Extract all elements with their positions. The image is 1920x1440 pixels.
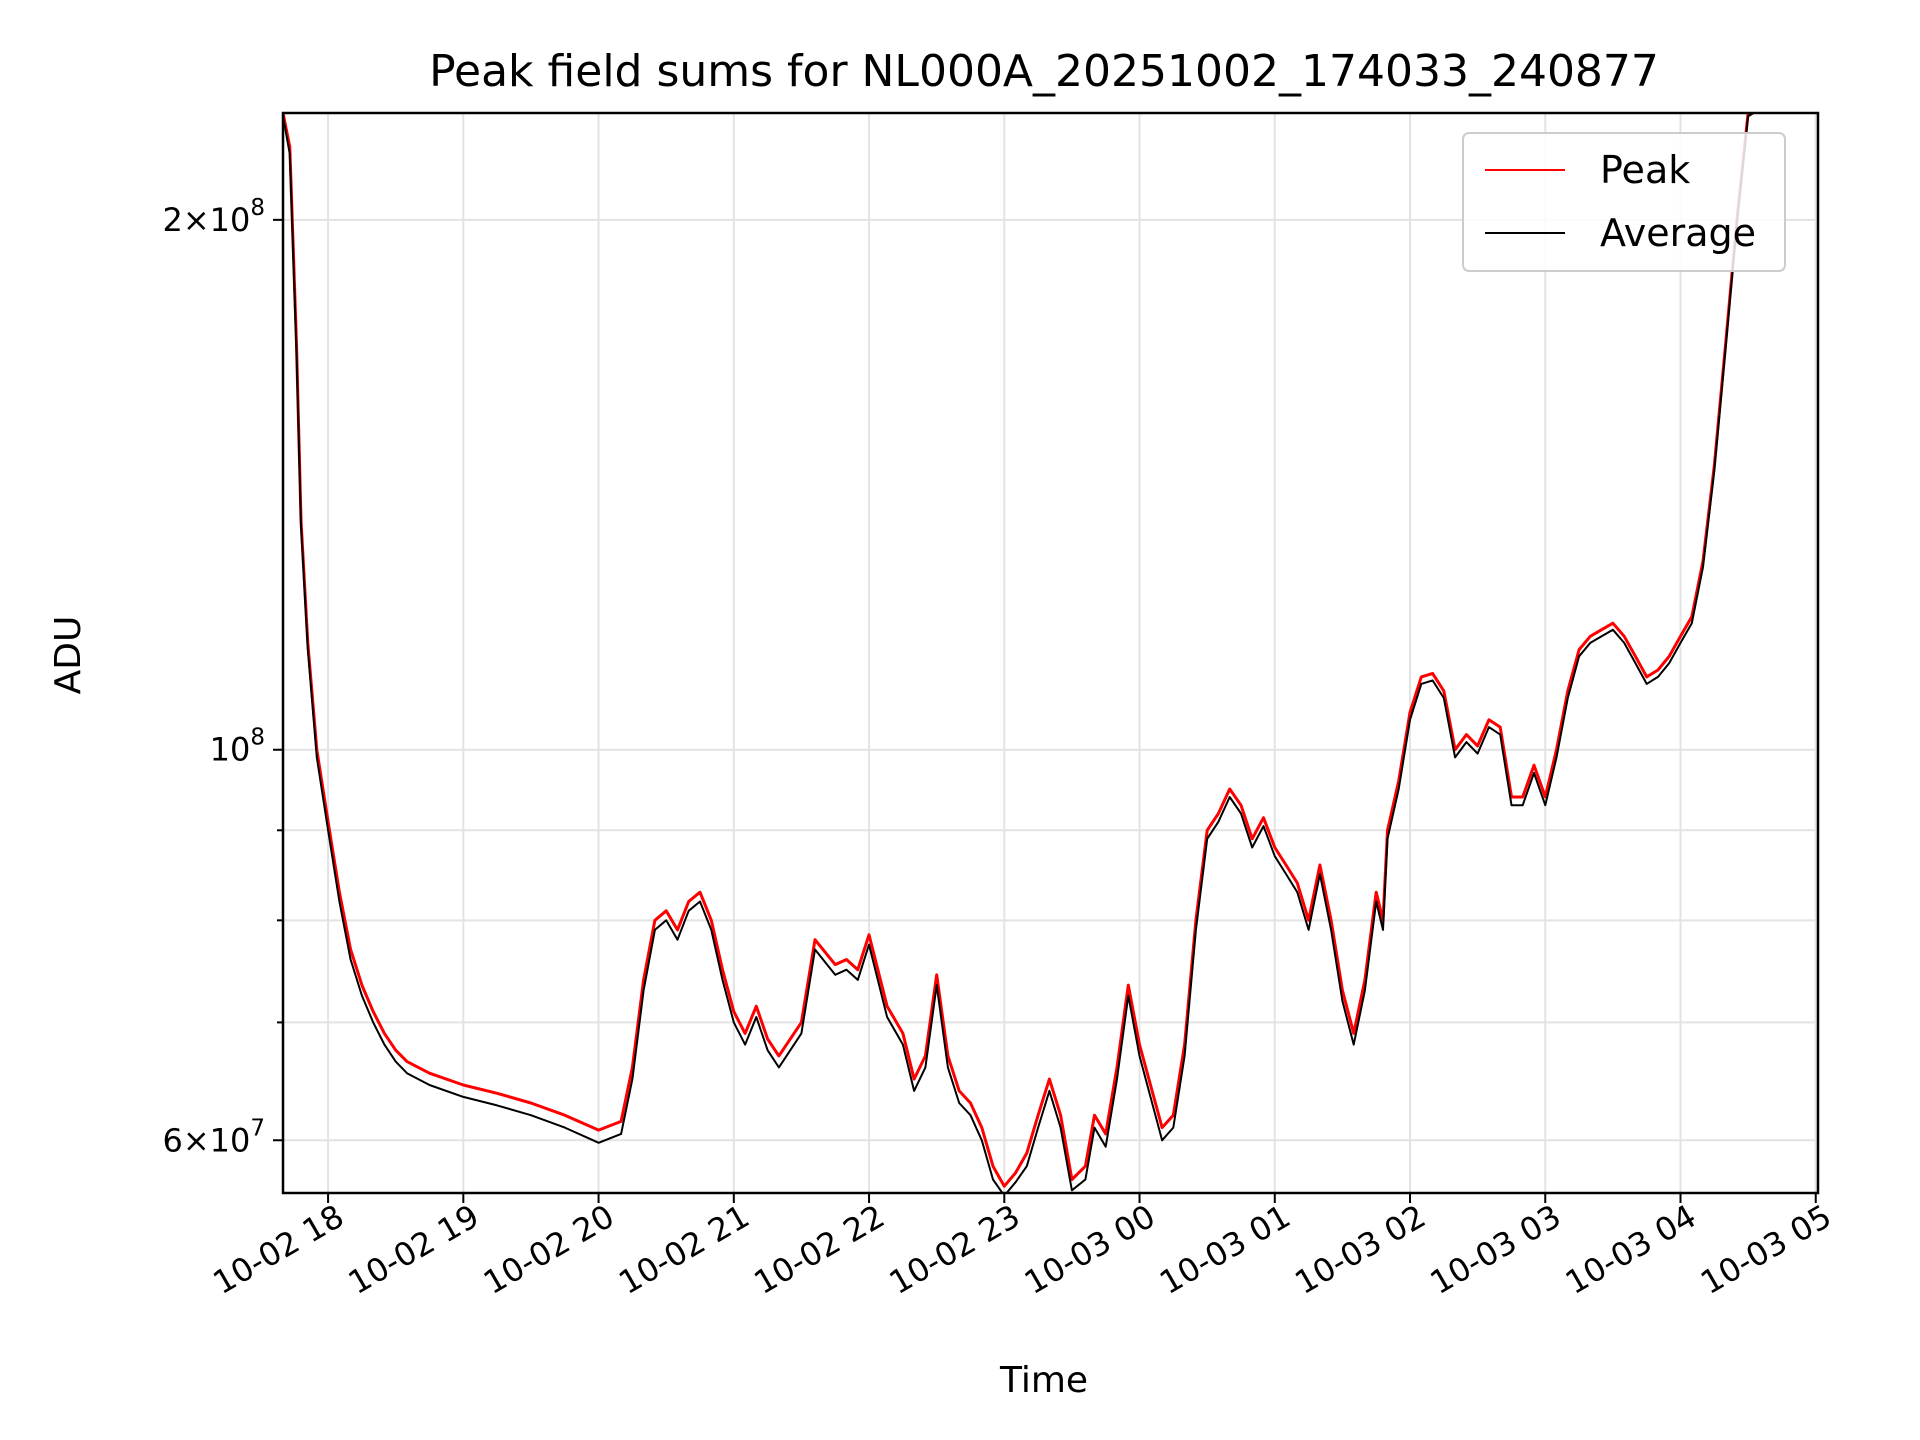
series-line-peak xyxy=(283,113,1752,1188)
y-axis-label: ADU xyxy=(48,616,89,695)
chart-title: Peak field sums for NL000A_20251002_1740… xyxy=(429,46,1659,97)
grid xyxy=(283,113,1818,1193)
x-axis-label: Time xyxy=(999,1360,1088,1401)
y-tick-label: 108 xyxy=(210,725,265,769)
series-layer xyxy=(283,113,1756,1193)
legend-label-average: Average xyxy=(1600,211,1756,255)
y-tick-label: 6×107 xyxy=(162,1115,265,1159)
y-tick-label: 2×108 xyxy=(162,195,265,239)
plot-frame xyxy=(281,111,1820,1195)
legend-label-peak: Peak xyxy=(1600,148,1690,192)
series-line-average xyxy=(283,113,1756,1193)
legend-box xyxy=(1462,132,1786,272)
legend: Peak Average xyxy=(1462,132,1786,272)
y-axis: 6×107 108 2×108 xyxy=(162,195,283,1159)
